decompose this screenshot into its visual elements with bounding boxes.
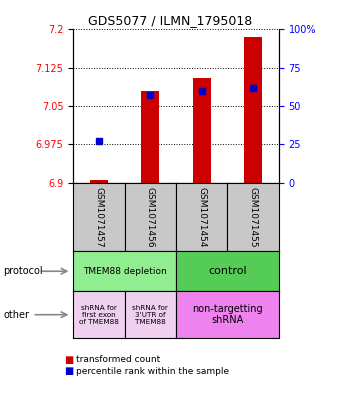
Bar — [193, 78, 211, 183]
Text: ■: ■ — [65, 366, 74, 376]
Text: control: control — [208, 266, 247, 276]
Text: GSM1071454: GSM1071454 — [197, 187, 206, 247]
Bar — [244, 37, 262, 183]
Text: shRNA for
3'UTR of
TMEM88: shRNA for 3'UTR of TMEM88 — [132, 305, 168, 325]
Text: TMEM88 depletion: TMEM88 depletion — [83, 267, 166, 276]
Text: protocol: protocol — [3, 266, 43, 276]
Text: percentile rank within the sample: percentile rank within the sample — [76, 367, 230, 376]
Text: non-targetting
shRNA: non-targetting shRNA — [192, 304, 263, 325]
Text: GSM1071456: GSM1071456 — [146, 187, 155, 247]
Text: transformed count: transformed count — [76, 355, 161, 364]
Text: GSM1071455: GSM1071455 — [249, 187, 258, 247]
Text: GDS5077 / ILMN_1795018: GDS5077 / ILMN_1795018 — [88, 14, 252, 27]
Bar — [90, 180, 108, 183]
Text: other: other — [3, 310, 29, 320]
Text: shRNA for
first exon
of TMEM88: shRNA for first exon of TMEM88 — [79, 305, 119, 325]
Text: GSM1071457: GSM1071457 — [94, 187, 103, 247]
Text: ■: ■ — [65, 354, 74, 365]
Bar — [141, 91, 159, 183]
